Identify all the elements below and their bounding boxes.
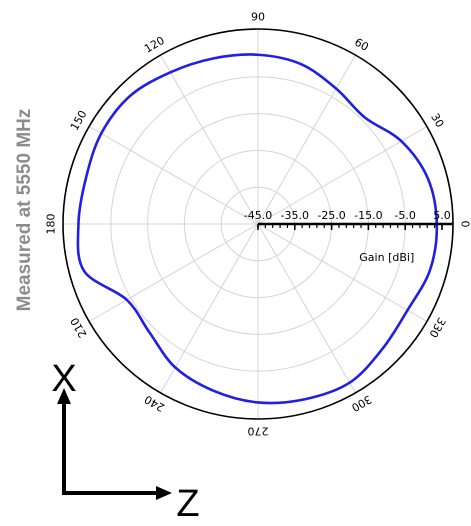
grid-spoke (258, 224, 427, 322)
theta-tick-label: 30 (428, 111, 446, 130)
theta-tick-label: 180 (45, 214, 58, 235)
coordinate-axes-indicator: X Z (51, 358, 199, 521)
radial-axis-label: Gain [dBi] (359, 251, 414, 264)
radial-axis: -45.0 -35.0 -25.0 -15.0 -5.0 5.0 (244, 209, 453, 230)
theta-tick-label: 120 (142, 34, 167, 56)
radial-tick-label: -45.0 (244, 209, 272, 222)
theta-tick-label: 90 (251, 11, 265, 24)
grid-spoke (89, 127, 258, 225)
grid-spoke (258, 224, 356, 393)
x-axis-letter: X (51, 358, 76, 400)
theta-tick-label: 60 (352, 36, 371, 54)
theta-tick-label: 240 (142, 392, 167, 414)
theta-tick-label: 150 (68, 108, 90, 133)
measurement-frequency-label: Measured at 5550 MHz (14, 109, 35, 312)
grid-spoke (89, 224, 258, 322)
theta-tick-label: 300 (349, 392, 374, 414)
grid-spoke (161, 55, 259, 224)
theta-tick-label: 270 (248, 425, 269, 438)
radial-tick-label: -25.0 (317, 209, 345, 222)
z-arrow-head (156, 486, 172, 500)
z-axis-letter: Z (176, 483, 199, 521)
radial-tick-label: 5.0 (433, 209, 451, 222)
grid-spoke (258, 55, 356, 224)
radial-tick-label: -15.0 (354, 209, 382, 222)
theta-tick-label: 210 (68, 315, 90, 340)
theta-tick-label: 330 (426, 315, 448, 340)
radial-tick-label: -5.0 (394, 209, 415, 222)
radial-tick-label: -35.0 (281, 209, 309, 222)
theta-tick-label: 0 (459, 221, 471, 228)
